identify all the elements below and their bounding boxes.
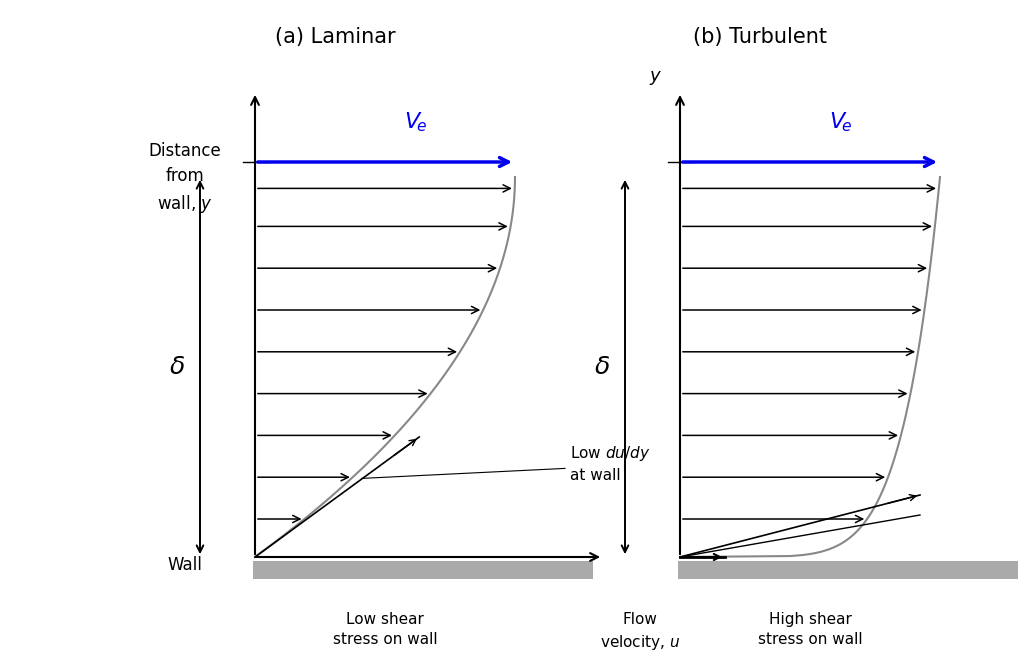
Text: $V_{\!e}$: $V_{\!e}$ [829, 111, 853, 134]
Text: $y$: $y$ [648, 69, 662, 87]
Text: $\delta$: $\delta$ [594, 355, 610, 379]
Text: (a) Laminar: (a) Laminar [274, 27, 395, 47]
Text: $\delta$: $\delta$ [169, 355, 185, 379]
Text: High shear
stress on wall: High shear stress on wall [758, 612, 862, 647]
Text: $V_{\!e}$: $V_{\!e}$ [404, 111, 428, 134]
Text: Distance
from
wall, $y$: Distance from wall, $y$ [148, 142, 221, 215]
Text: Wall: Wall [168, 556, 203, 574]
FancyBboxPatch shape [678, 561, 1018, 579]
FancyBboxPatch shape [253, 561, 593, 579]
Text: (b) Turbulent: (b) Turbulent [693, 27, 827, 47]
Text: Low shear
stress on wall: Low shear stress on wall [333, 612, 437, 647]
Text: Flow
velocity, $u$: Flow velocity, $u$ [600, 612, 680, 651]
Text: Low $\mathit{du/dy}$
at wall: Low $\mathit{du/dy}$ at wall [570, 444, 650, 483]
